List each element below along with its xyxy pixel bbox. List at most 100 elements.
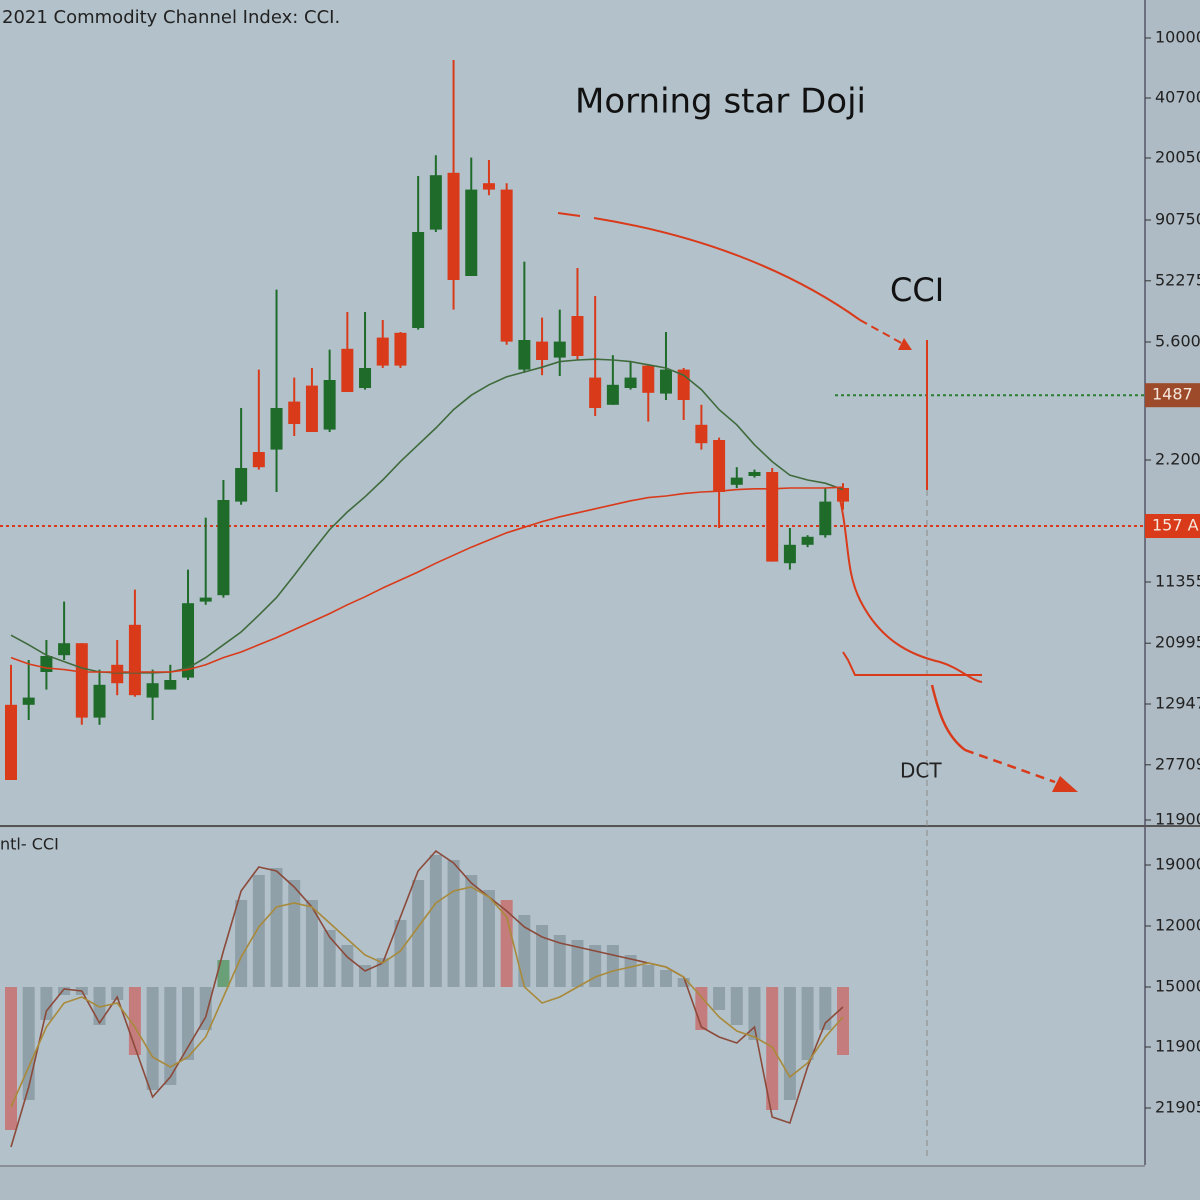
histogram-bar — [182, 987, 195, 1060]
indicator-line — [10, 486, 844, 673]
down-arrow-dash — [964, 748, 1056, 784]
histogram-bar — [801, 987, 814, 1060]
y-tick-label: 27709 — [1155, 754, 1200, 773]
histogram-bar — [837, 987, 849, 1055]
histogram-bar — [536, 925, 549, 987]
candle-body — [323, 380, 336, 430]
histogram-bar — [341, 945, 354, 987]
histogram-bar — [713, 987, 726, 1010]
candle-body — [341, 348, 354, 392]
candle-body — [571, 316, 584, 356]
price-badge-label: 1487 — [1152, 385, 1193, 404]
candle-body — [111, 664, 124, 684]
histogram-bar — [199, 987, 212, 1030]
histogram-bar — [412, 880, 425, 987]
histogram-bar — [482, 890, 495, 987]
candle-body — [75, 643, 88, 718]
candle-body — [536, 341, 549, 360]
price-badge — [1145, 514, 1200, 538]
candle-body — [659, 369, 672, 394]
histogram-bar — [58, 987, 71, 995]
histogram-bar — [465, 875, 478, 987]
y-tick-label: 10000 — [1155, 28, 1200, 47]
candle-body — [128, 624, 141, 696]
histogram-bar — [93, 987, 106, 1025]
y-tick-label: 11900 — [1155, 810, 1200, 829]
candle-body — [748, 472, 761, 476]
y-tick-label: 19000 — [1155, 855, 1200, 874]
histogram-bar — [518, 915, 531, 987]
y-tick-label: 5.600 — [1155, 332, 1200, 351]
candle-body — [305, 385, 318, 432]
candle-body — [783, 544, 796, 564]
histogram-bar — [659, 970, 672, 987]
indicator-line — [10, 849, 844, 1148]
candle-body — [22, 697, 35, 705]
candle-body — [40, 656, 53, 672]
histogram-bar — [447, 860, 460, 987]
price-badge — [1145, 383, 1200, 408]
histogram-bar — [695, 987, 708, 1030]
annotation: CCI — [890, 271, 944, 309]
y-tick-label: 11900 — [1155, 1037, 1200, 1056]
candle-body — [624, 377, 637, 388]
pane-title: ntl- CCI — [0, 835, 59, 854]
histogram-bar — [252, 875, 265, 987]
candle-body — [553, 341, 566, 358]
histogram-bar — [553, 935, 566, 987]
histogram-bar — [783, 987, 796, 1100]
candle-body — [146, 683, 159, 698]
histogram-bar — [270, 868, 283, 987]
y-tick-label: 11355 — [1155, 572, 1200, 591]
candle-body — [589, 377, 602, 408]
arrow-head — [898, 338, 912, 350]
histogram-bar — [571, 940, 584, 987]
candle-body — [482, 183, 495, 190]
candle-body — [713, 440, 726, 492]
candle-body — [766, 472, 779, 562]
candle-body — [252, 452, 265, 468]
candle-body — [359, 368, 372, 388]
candle-body — [447, 172, 460, 280]
candle-body — [730, 477, 743, 485]
histogram-bar — [146, 987, 159, 1090]
histogram-bar — [642, 965, 655, 987]
candle-body — [58, 643, 71, 656]
trend-arrow-dash — [859, 319, 906, 346]
candle-body — [376, 337, 389, 366]
main-pane — [0, 0, 1145, 825]
candle-body — [412, 232, 425, 328]
trend-arrow — [557, 212, 861, 321]
histogram-bar — [730, 987, 743, 1025]
candle-body — [182, 603, 195, 678]
histogram-bar — [376, 958, 389, 987]
y-tick-label: 20995 — [1155, 633, 1200, 652]
histogram-bar — [748, 987, 761, 1040]
candle-body — [801, 536, 814, 545]
y-tick-label: 12947 — [1155, 694, 1200, 713]
histogram-bar — [394, 920, 407, 987]
histogram-bar — [5, 987, 17, 1130]
candle-body — [518, 340, 531, 370]
candle-body — [164, 680, 177, 690]
histogram-bar — [323, 930, 336, 987]
candle-body — [695, 424, 708, 444]
candle-body — [93, 684, 106, 718]
candle-body — [429, 175, 442, 230]
y-tick-label: 40700 — [1155, 88, 1200, 107]
candle-body — [235, 468, 248, 502]
histogram-bar — [22, 987, 35, 1100]
candle-body — [199, 597, 212, 602]
projection-curve — [837, 489, 983, 683]
histogram-bar — [677, 978, 690, 987]
annotation: Morning star Doji — [575, 82, 866, 122]
support-line — [842, 651, 982, 676]
indicator-line — [10, 886, 844, 1108]
histogram-bar — [111, 987, 124, 1000]
y-tick-label: 2.200 — [1155, 450, 1200, 469]
y-tick-label: 20050 — [1155, 148, 1200, 167]
window-title: 2021 Commodity Channel Index: CCI. — [2, 7, 340, 28]
histogram-bar — [40, 987, 53, 1020]
